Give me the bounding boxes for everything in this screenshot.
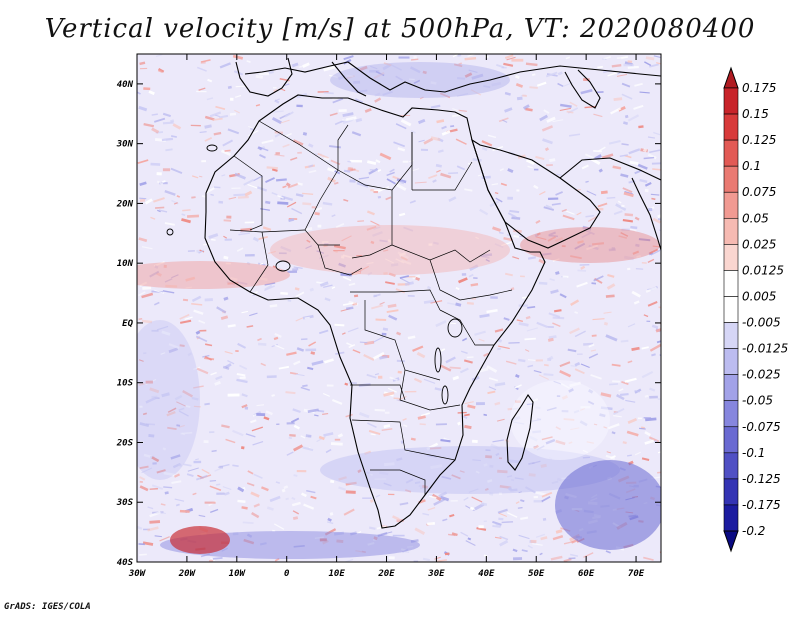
lon-label: 30W (128, 569, 147, 579)
colorbar-label: 0.1 (742, 159, 761, 173)
colorbar-swatch (723, 217, 739, 245)
lon-label: 40E (478, 569, 495, 579)
caspian-coastline (564, 69, 601, 109)
colorbar-label: 0.0125 (742, 263, 784, 277)
lon-label: 20W (178, 569, 197, 579)
colorbar-label: 0.175 (742, 81, 776, 95)
colorbar-label: -0.125 (742, 472, 781, 486)
colorbar-swatch (723, 504, 739, 532)
coastlines (204, 57, 661, 529)
italy-coastline (331, 61, 367, 97)
colorbar-bottom-arrow (723, 530, 739, 553)
colorbar-label: 0.125 (742, 133, 776, 147)
colorbar-swatch (723, 452, 739, 480)
chart-title: Vertical velocity [m/s] at 500hPa, VT: 2… (44, 14, 756, 44)
colorbar: 0.175 0.15 0.125 0.1 0.075 0.05 0.025 0.0125 0.0… (723, 66, 788, 553)
lat-label: 30S (116, 498, 134, 508)
colorbar-swatch (723, 113, 739, 141)
map-frame (136, 53, 662, 563)
europe-coastline (244, 61, 661, 93)
colorbar-swatch (723, 374, 739, 402)
lon-label: 0 (284, 569, 290, 579)
lon-label: 20E (377, 569, 395, 579)
colorbar-label: -0.175 (742, 498, 781, 512)
colorbar-swatch (723, 244, 739, 271)
india-coastline (631, 177, 661, 251)
colorbar-swatch (723, 478, 739, 506)
lat-label: 10S (117, 379, 134, 389)
colorbar-swatch (723, 165, 739, 193)
colorbar-swatch (723, 400, 739, 428)
colorbar-swatch (723, 270, 739, 297)
colorbar-label: -0.0125 (742, 342, 788, 356)
africa-coastline (204, 94, 546, 529)
lon-label: 10E (328, 569, 345, 579)
colorbar-swatch (723, 296, 739, 323)
colorbar-label: 0.15 (742, 107, 769, 121)
grads-credit: GrADS: IGES/COLA (4, 602, 91, 612)
lon-label: 50E (528, 569, 545, 579)
colorbar-swatch (723, 191, 739, 219)
colorbar-label: 0.05 (742, 211, 769, 225)
lat-label: EQ (122, 319, 133, 329)
colorbar-label: -0.2 (742, 524, 765, 538)
colorbar-swatch (723, 426, 739, 454)
colorbar-label: 0.025 (742, 237, 776, 251)
colorbar-label: 0.075 (742, 185, 776, 199)
longitude-axis: 30W 20W 10W 0 10E 20E 30E 40E 50E 60E 70E (128, 54, 645, 579)
latitude-axis: 40N 30N 20N 10N EQ 10S 20S 30S 40S (116, 80, 661, 568)
colorbar-swatch (723, 348, 739, 375)
iberia-coastline (235, 57, 293, 97)
lat-label: 20S (116, 438, 134, 448)
lon-label: 60E (578, 569, 595, 579)
lat-label: 30N (116, 140, 134, 150)
velocity-field (137, 54, 661, 562)
colorbar-swatch (723, 87, 739, 115)
colorbar-label: -0.025 (742, 368, 781, 382)
lakes-islands (166, 144, 463, 405)
lat-label: 20N (116, 199, 134, 209)
colorbar-label: -0.075 (742, 420, 781, 434)
lon-label: 70E (628, 569, 645, 579)
lat-label: 10N (117, 259, 134, 269)
colorbar-top-arrow (723, 66, 739, 89)
iran-coastline (559, 157, 661, 181)
lat-label: 40N (117, 80, 134, 90)
colorbar-label: 0.005 (742, 289, 776, 303)
country-borders (229, 120, 513, 495)
colorbar-label: -0.05 (742, 394, 773, 408)
colorbar-swatch (723, 139, 739, 167)
madagascar-coastline (506, 393, 534, 471)
lon-label: 30E (427, 569, 445, 579)
lon-label: 10W (229, 569, 247, 579)
lat-label: 40S (117, 558, 134, 568)
colorbar-label: -0.1 (742, 446, 765, 460)
colorbar-label: -0.005 (742, 316, 781, 330)
arabia-coastline (471, 138, 601, 249)
colorbar-swatch (723, 322, 739, 349)
